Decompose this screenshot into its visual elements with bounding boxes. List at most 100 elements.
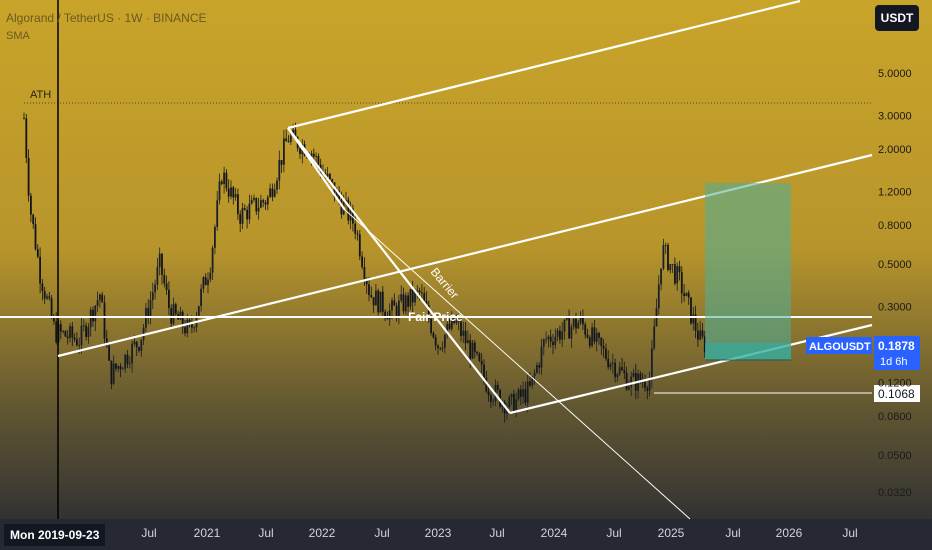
candle-body [598, 332, 600, 338]
countdown-value: 1d 6h [880, 356, 908, 368]
symbol-title: Algorand / TetherUS · 1W · BINANCE [6, 11, 207, 25]
candle-body [657, 284, 660, 309]
candle-body [542, 339, 545, 347]
candle-body [651, 348, 653, 380]
candle-body [202, 277, 205, 289]
candle-body [609, 363, 612, 368]
candle-body [565, 317, 568, 320]
candle-body [703, 336, 706, 353]
last-price-value: 0.1878 [878, 339, 915, 353]
candle-body [276, 180, 278, 190]
candle-body [294, 129, 297, 138]
candle-body [464, 330, 467, 344]
candle-body [536, 365, 538, 373]
candle-body [577, 322, 580, 329]
price-tick-label: 0.0320 [878, 487, 912, 499]
candle-body [632, 372, 635, 377]
candle-body [273, 189, 276, 197]
price-tick-label: 1.2000 [878, 186, 912, 198]
candle-body [572, 318, 575, 327]
candle-body [126, 354, 129, 364]
candle-body [239, 214, 242, 224]
candle-body [487, 391, 490, 396]
candle-body [648, 379, 651, 391]
candle-body [593, 327, 596, 342]
barrier-line [344, 209, 691, 520]
candle-body [404, 295, 407, 312]
candle-body [453, 316, 455, 324]
candle-body [82, 325, 85, 327]
fair-price-label: Fair Price [408, 310, 463, 324]
last-price-badge [874, 336, 920, 370]
candle-body [105, 338, 108, 346]
candle-body [218, 181, 221, 201]
candle-body [62, 331, 64, 332]
candle-body [667, 245, 669, 271]
candle-body [680, 272, 683, 294]
candle-body [370, 295, 373, 298]
candle-body [545, 339, 547, 341]
candle-body [393, 300, 396, 306]
candle-body [216, 200, 219, 227]
candle-body [335, 190, 338, 198]
candle-body [529, 381, 531, 386]
candle-body [103, 302, 106, 339]
candle-body [285, 138, 288, 142]
candle-body [423, 293, 426, 302]
candle-body [552, 341, 554, 346]
time-tick-label: 2026 [776, 526, 803, 540]
candle-body [549, 336, 552, 342]
candle-body [685, 292, 688, 296]
candle-body [556, 330, 559, 337]
candle-body [243, 208, 246, 210]
candle-body [131, 343, 133, 364]
candle-body [559, 330, 561, 340]
candle-body [172, 304, 175, 324]
candle-body [561, 331, 564, 340]
candle-body [628, 386, 630, 390]
candle-body [538, 365, 541, 368]
candle-body [460, 321, 462, 336]
crosshair-date-badge: Mon 2019-09-23 [4, 524, 106, 546]
candle-body [27, 157, 30, 196]
candle-body [186, 319, 189, 334]
candle-body [676, 266, 679, 284]
candle-body [379, 291, 382, 313]
candle-body [455, 320, 458, 324]
candle-body [331, 179, 334, 183]
indicator-label[interactable]: SMA [6, 30, 30, 42]
candle-body [623, 370, 626, 373]
candle-body [266, 197, 269, 205]
candle-body [89, 309, 92, 328]
candle-body [605, 348, 607, 359]
price-tick-label: 0.0800 [878, 411, 912, 423]
candle-body [439, 347, 442, 349]
candle-body [289, 135, 292, 143]
candle-body [582, 316, 584, 325]
candle-body [639, 373, 642, 382]
candle-body [540, 346, 543, 368]
candle-body [671, 264, 674, 265]
currency-button[interactable]: USDT [875, 5, 919, 31]
candle-body [418, 290, 421, 293]
candle-body [533, 372, 536, 377]
candle-body [434, 337, 437, 346]
candle-body [149, 300, 152, 318]
candle-body [122, 368, 124, 370]
candle-body [73, 337, 76, 340]
candle-body [358, 234, 361, 257]
time-axis: Jul 2021 Jul 2022 Jul 2023 Jul 2024 Jul 2025 Jul 20… [141, 526, 857, 540]
candle-body [522, 389, 524, 398]
price-tick-label: 3.0000 [878, 110, 912, 122]
candle-body [96, 300, 99, 306]
candle-body [515, 399, 518, 414]
price-tick-label: 0.8000 [878, 220, 912, 232]
candle-body [124, 354, 127, 369]
candle-body [473, 342, 476, 352]
candle-body [257, 207, 260, 212]
candle-body [692, 314, 695, 324]
candle-body [554, 336, 557, 346]
candle-body [30, 195, 32, 215]
